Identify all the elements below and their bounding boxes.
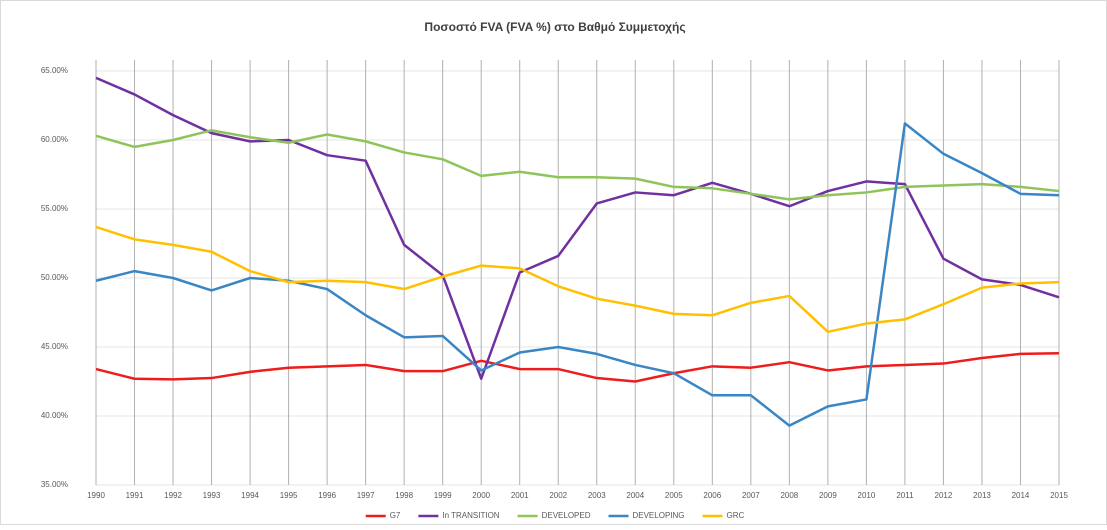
y-tick-label: 60.00% [41,135,68,144]
legend-label: In TRANSITION [442,511,499,520]
y-tick-label: 65.00% [41,66,68,75]
x-tick-label: 2012 [935,491,953,500]
x-tick-label: 1990 [87,491,105,500]
legend-label: DEVELOPED [542,511,591,520]
y-tick-label: 45.00% [41,342,68,351]
y-tick-label: 35.00% [41,480,68,489]
x-tick-label: 2003 [588,491,606,500]
x-tick-label: 1999 [434,491,452,500]
x-tick-label: 2005 [665,491,683,500]
x-tick-label: 2009 [819,491,837,500]
y-tick-label: 55.00% [41,204,68,213]
series-line [95,122,1060,427]
x-tick-label: 1995 [280,491,298,500]
series-line [95,351,1060,383]
x-tick-label: 1997 [357,491,375,500]
legend-label: G7 [390,511,401,520]
legend-label: GRC [727,511,745,520]
x-tick-label: 2014 [1012,491,1030,500]
x-tick-label: 2000 [472,491,490,500]
chart-title: Ποσοστό FVA (FVA %) στο Βαθμό Συμμετοχής [424,20,685,34]
x-tick-label: 1996 [318,491,336,500]
x-tick-label: 2008 [780,491,798,500]
y-tick-label: 50.00% [41,273,68,282]
x-tick-label: 1998 [395,491,413,500]
x-tick-label: 1991 [126,491,144,500]
x-tick-label: 2001 [511,491,529,500]
x-tick-label: 2015 [1050,491,1068,500]
x-tick-label: 2011 [896,491,914,500]
series-line [95,225,1060,334]
x-tick-label: 1993 [203,491,221,500]
x-tick-label: 2006 [703,491,721,500]
y-tick-label: 40.00% [41,411,68,420]
x-tick-label: 1994 [241,491,259,500]
x-tick-label: 2013 [973,491,991,500]
x-tick-label: 2004 [626,491,644,500]
series-line [95,76,1060,380]
x-tick-label: 2010 [858,491,876,500]
x-tick-label: 1992 [164,491,182,500]
x-tick-label: 2007 [742,491,760,500]
legend-label: DEVELOPING [632,511,684,520]
x-tick-label: 2002 [549,491,567,500]
series-line [95,129,1060,201]
